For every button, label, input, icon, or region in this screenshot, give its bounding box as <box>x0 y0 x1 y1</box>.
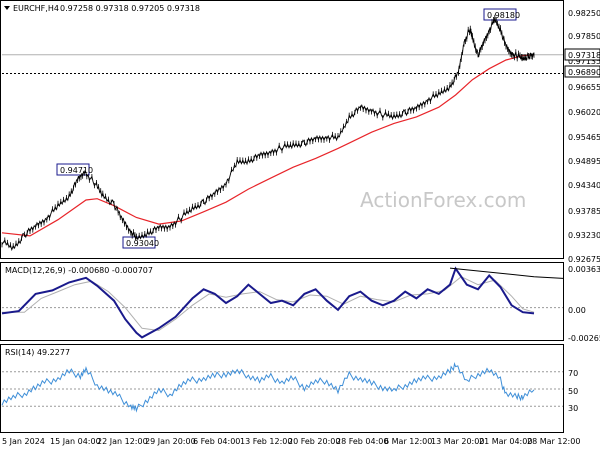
macd-tick: 0.003634 <box>568 265 600 274</box>
main-header: EURCHF,H4 0.97258 0.97318 0.97205 0.9731… <box>4 4 200 13</box>
chart-menu-icon[interactable] <box>4 6 10 10</box>
symbol-label: EURCHF,H4 <box>13 4 59 13</box>
price-tick: 0.92675 <box>568 255 600 264</box>
price-series <box>1 17 535 252</box>
price-tick: 0.96655 <box>568 83 600 92</box>
macd-signal-line <box>2 276 535 332</box>
time-tick: 29 Jan 20:00 <box>145 437 196 446</box>
rsi-plot <box>1 361 563 413</box>
watermark: ActionForex.com <box>360 188 526 212</box>
ohlc-label: 0.97258 0.97318 0.97205 0.97318 <box>60 4 200 13</box>
time-tick: 28 Mar 12:00 <box>527 437 580 446</box>
price-y-axis: 0.98250 0.97850 0.97135 0.96655 0.96020 … <box>568 9 600 264</box>
time-x-axis: 5 Jan 2024 15 Jan 04:00 22 Jan 12:00 29 … <box>2 437 580 446</box>
macd-tick: -0.002652 <box>568 334 600 343</box>
time-tick: 28 Feb 04:00 <box>336 437 388 446</box>
time-tick: 15 Jan 04:00 <box>50 437 101 446</box>
annotation-box <box>483 8 517 21</box>
time-tick: 6 Mar 12:00 <box>384 437 432 446</box>
annotation-high-mar: 0.98180 <box>483 8 520 21</box>
time-tick: 13 Mar 20:00 <box>431 437 484 446</box>
rsi-tick: 50 <box>568 387 578 396</box>
macd-panel-frame <box>0 262 564 341</box>
main-panel-frame <box>0 0 564 259</box>
price-tick: 0.93230 <box>568 231 600 240</box>
price-tick: 0.97135 <box>568 57 600 66</box>
macd-tick: 0.00 <box>568 306 586 315</box>
annotation-label: 0.94710 <box>60 166 93 175</box>
current-price-tag-label: 0.97318 <box>568 51 600 60</box>
rsi-tick: 70 <box>568 369 578 378</box>
time-tick: 22 Jan 12:00 <box>97 437 148 446</box>
rsi-panel-frame <box>0 344 564 433</box>
current-price-tag-box <box>564 48 600 61</box>
macd-trendline <box>449 267 564 279</box>
level-price-tag-box <box>564 65 600 78</box>
annotation-box <box>56 163 90 176</box>
price-tick: 0.98250 <box>568 9 600 18</box>
macd-label: MACD(12,26,9) -0.000680 -0.000707 <box>5 266 153 275</box>
time-tick: 21 Mar 04:00 <box>479 437 532 446</box>
time-tick: 13 Feb 12:00 <box>240 437 292 446</box>
time-tick: 5 Jan 2024 <box>2 437 45 446</box>
rsi-label: RSI(14) 49.2277 <box>5 348 70 357</box>
price-tick: 0.94340 <box>568 181 600 190</box>
annotation-label: 0.93040 <box>126 239 159 248</box>
price-plot <box>1 14 563 252</box>
current-price-tag: 0.97318 <box>564 48 600 61</box>
rsi-line <box>1 361 535 413</box>
price-tick: 0.96020 <box>568 108 600 117</box>
price-tick: 0.97850 <box>568 32 600 41</box>
annotation-low-jan: 0.93040 <box>122 236 159 249</box>
price-tick: 0.95465 <box>568 133 600 142</box>
macd-line <box>1 266 535 339</box>
level-price-tag-label: 0.96890 <box>568 68 600 77</box>
annotation-label: 0.98180 <box>487 11 520 20</box>
price-tick: 0.93785 <box>568 207 600 216</box>
level-price-tag: 0.96890 <box>564 65 600 78</box>
annotation-high-jan: 0.94710 <box>56 163 93 176</box>
moving-average-line <box>1 54 535 237</box>
time-tick: 20 Feb 20:00 <box>288 437 340 446</box>
price-tick: 0.94895 <box>568 157 600 166</box>
macd-plot <box>1 266 564 339</box>
rsi-tick: 30 <box>568 404 578 413</box>
time-tick: 6 Feb 04:00 <box>193 437 240 446</box>
